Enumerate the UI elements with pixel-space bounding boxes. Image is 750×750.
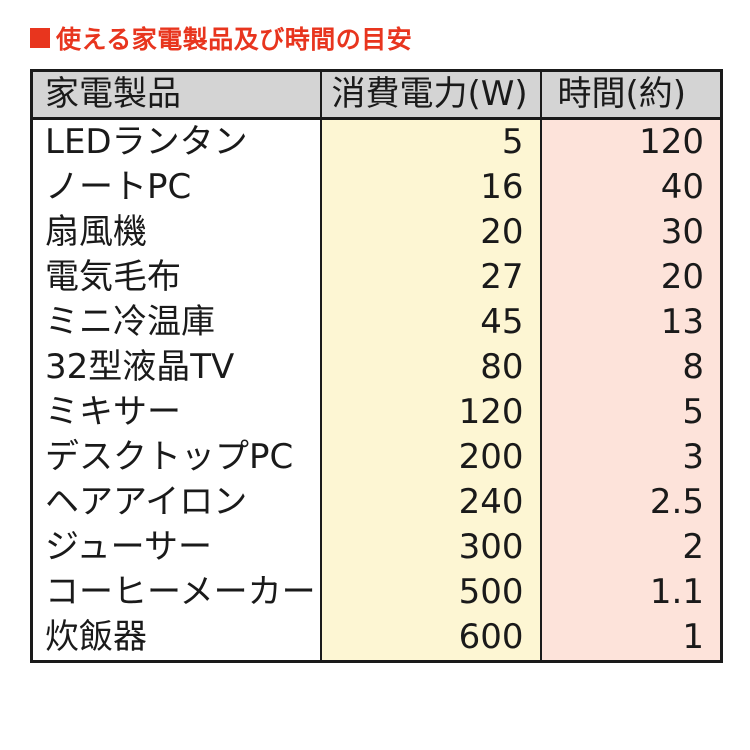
appliance-name: ミニ冷温庫: [30, 300, 322, 345]
appliance-name: LEDランタン: [30, 118, 322, 165]
appliance-name: ヘアアイロン: [30, 480, 322, 525]
power-value: 120: [319, 390, 542, 435]
table-row: ミキサー 120 5: [30, 390, 723, 435]
table-row: LEDランタン 5 120: [30, 118, 723, 165]
power-value: 27: [319, 255, 542, 300]
table-row: ノートPC 16 40: [30, 165, 723, 210]
power-value: 16: [319, 165, 542, 210]
table-row: ヘアアイロン 240 2.5: [30, 480, 723, 525]
table-row: 扇風機 20 30: [30, 210, 723, 255]
power-value: 20: [319, 210, 542, 255]
power-value: 80: [319, 345, 542, 390]
time-value: 1: [539, 615, 723, 662]
section-title: 使える家電製品及び時間の目安: [56, 25, 413, 54]
appliance-name: ジューサー: [30, 525, 322, 570]
table-row: デスクトップPC 200 3: [30, 435, 723, 480]
time-value: 13: [539, 300, 723, 345]
table-row: ミニ冷温庫 45 13: [30, 300, 723, 345]
appliance-name: コーヒーメーカー: [30, 570, 322, 615]
time-value: 2.5: [539, 480, 723, 525]
power-value: 600: [319, 615, 542, 662]
power-value: 500: [319, 570, 542, 615]
time-value: 2: [539, 525, 723, 570]
table-row: 炊飯器 600 1: [30, 615, 723, 662]
appliance-name: 扇風機: [30, 210, 322, 255]
table-row: コーヒーメーカー 500 1.1: [30, 570, 723, 615]
table-row: 32型液晶TV 80 8: [30, 345, 723, 390]
section-heading: 使える家電製品及び時間の目安: [30, 20, 412, 56]
power-value: 5: [319, 118, 542, 165]
time-value: 40: [539, 165, 723, 210]
appliance-name: 電気毛布: [30, 255, 322, 300]
table-row: ジューサー 300 2: [30, 525, 723, 570]
appliance-name: デスクトップPC: [30, 435, 322, 480]
time-value: 3: [539, 435, 723, 480]
header-appliance: 家電製品: [30, 70, 322, 120]
table-header-row: 家電製品 消費電力(W) 時間(約): [30, 70, 723, 120]
time-value: 20: [539, 255, 723, 300]
appliance-name: ミキサー: [30, 390, 322, 435]
time-value: 30: [539, 210, 723, 255]
appliance-name: 炊飯器: [30, 615, 322, 662]
time-value: 1.1: [539, 570, 723, 615]
square-marker-icon: [30, 28, 50, 48]
time-value: 5: [539, 390, 723, 435]
time-value: 120: [539, 118, 723, 165]
appliance-name: 32型液晶TV: [30, 345, 322, 390]
power-value: 240: [319, 480, 542, 525]
power-value: 45: [319, 300, 542, 345]
appliance-power-table: 家電製品 消費電力(W) 時間(約) LEDランタン 5 120 ノートPC 1…: [30, 69, 723, 663]
power-value: 200: [319, 435, 542, 480]
header-time: 時間(約): [539, 70, 723, 120]
time-value: 8: [539, 345, 723, 390]
table-row: 電気毛布 27 20: [30, 255, 723, 300]
appliance-name: ノートPC: [30, 165, 322, 210]
header-power: 消費電力(W): [319, 70, 542, 120]
power-value: 300: [319, 525, 542, 570]
